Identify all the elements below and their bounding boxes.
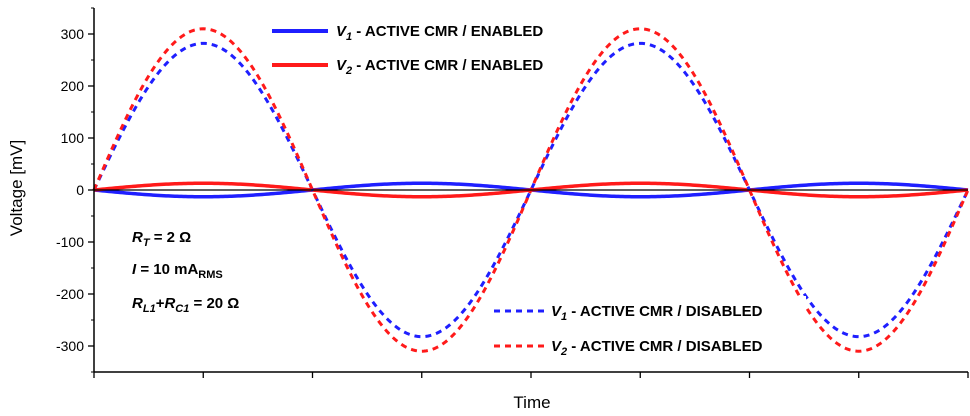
ticks-layer: -300 -200 -100 0 100 200 300 (56, 7, 969, 378)
y-tick-label: -300 (56, 338, 84, 354)
legend-enabled: V1 - ACTIVE CMR / ENABLED V2 - ACTIVE CM… (272, 23, 543, 77)
circuit-annotations: RT = 2 Ω I = 10 mARMS RL1+RC1 = 20 Ω (132, 229, 239, 315)
legend-label-v2-disabled: V2 - ACTIVE CMR / DISABLED (551, 338, 763, 358)
legend-disabled: V1 - ACTIVE CMR / DISABLED V2 - ACTIVE C… (486, 296, 806, 364)
annotation-rt: RT = 2 Ω (132, 229, 191, 249)
y-axis-title: Voltage [mV] (7, 140, 26, 236)
legend-label-v1-disabled: V1 - ACTIVE CMR / DISABLED (551, 303, 763, 323)
y-tick-label: -200 (56, 286, 84, 302)
legend-label-v1-enabled: V1 - ACTIVE CMR / ENABLED (336, 23, 543, 43)
annotation-resistance: RL1+RC1 = 20 Ω (132, 295, 239, 315)
y-tick-label: 200 (61, 78, 85, 94)
legend-label-v2-enabled: V2 - ACTIVE CMR / ENABLED (336, 57, 543, 77)
series-line-3 (92, 41, 970, 339)
y-tick-label: -100 (56, 234, 84, 250)
annotation-current: I = 10 mARMS (132, 261, 223, 281)
y-tick-label: 100 (61, 130, 85, 146)
y-tick-label: 300 (61, 26, 85, 42)
y-tick-label: 0 (76, 182, 84, 198)
legend-disabled-bg (486, 296, 806, 364)
x-axis-title: Time (513, 393, 550, 412)
